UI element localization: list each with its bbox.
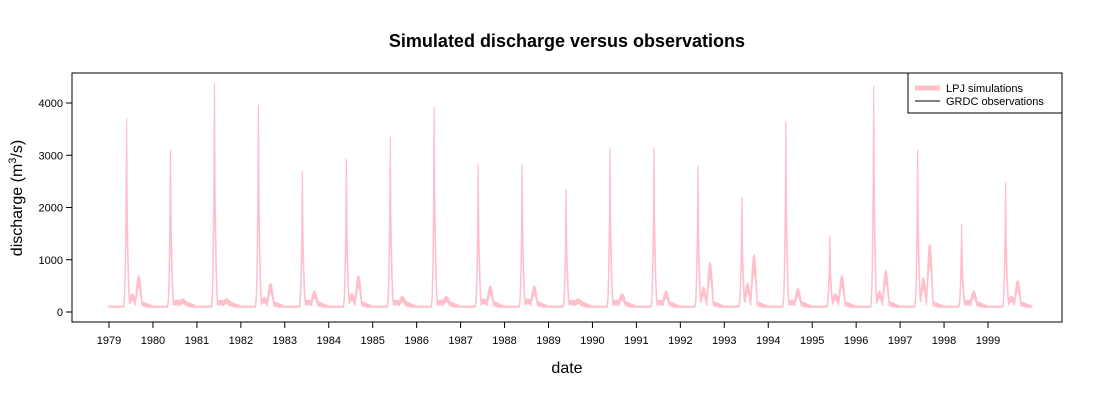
x-tick-label: 1998 (932, 335, 956, 347)
x-tick-label: 1995 (800, 335, 824, 347)
x-tick-label: 1983 (273, 335, 297, 347)
x-tick-label: 1994 (756, 335, 780, 347)
legend-label-grdc-observations: GRDC observations (946, 96, 1044, 108)
x-tick-label: 1984 (317, 335, 341, 347)
x-tick-label: 1979 (97, 335, 121, 347)
x-tick-label: 1989 (536, 335, 560, 347)
legend-box (907, 72, 1063, 114)
x-tick-label: 1999 (976, 335, 1000, 347)
x-tick-label: 1986 (404, 335, 428, 347)
y-tick-label: 0 (57, 307, 63, 319)
y-axis: 0 1000 2000 3000 4000 (39, 98, 72, 319)
x-tick-label: 1988 (492, 335, 516, 347)
simulation-band-1999 (987, 182, 1033, 308)
y-axis-title-superscript: 3 (7, 158, 19, 164)
y-tick-label: 2000 (39, 203, 63, 215)
x-tick-label: 1981 (185, 335, 209, 347)
x-axis: 1979 1980 1981 1982 1983 1984 1985 1986 1987 1988… (97, 321, 1000, 347)
x-tick-label: 1982 (229, 335, 253, 347)
x-axis-title: date (551, 360, 582, 377)
x-tick-label: 1985 (360, 335, 384, 347)
chart-title: Simulated discharge versus observations (389, 31, 745, 51)
y-tick-label: 1000 (39, 255, 63, 267)
legend: LPJ simulations GRDC observations (907, 72, 1063, 114)
x-tick-label: 1993 (712, 335, 736, 347)
x-tick-label: 1980 (141, 335, 165, 347)
y-axis-title-main: discharge (m (9, 164, 26, 256)
x-tick-label: 1991 (624, 335, 648, 347)
x-tick-label: 1997 (888, 335, 912, 347)
legend-label-lpj-simulations: LPJ simulations (946, 83, 1024, 95)
x-tick-label: 1987 (448, 335, 472, 347)
x-tick-label: 1990 (580, 335, 604, 347)
y-tick-label: 4000 (39, 98, 63, 110)
x-tick-label: 1992 (668, 335, 692, 347)
y-tick-label: 3000 (39, 150, 63, 162)
x-tick-label: 1996 (844, 335, 868, 347)
series-layer (108, 83, 1033, 308)
y-axis-title-suffix: /s) (9, 140, 26, 158)
y-axis-title: discharge (m3/s) (7, 140, 26, 256)
